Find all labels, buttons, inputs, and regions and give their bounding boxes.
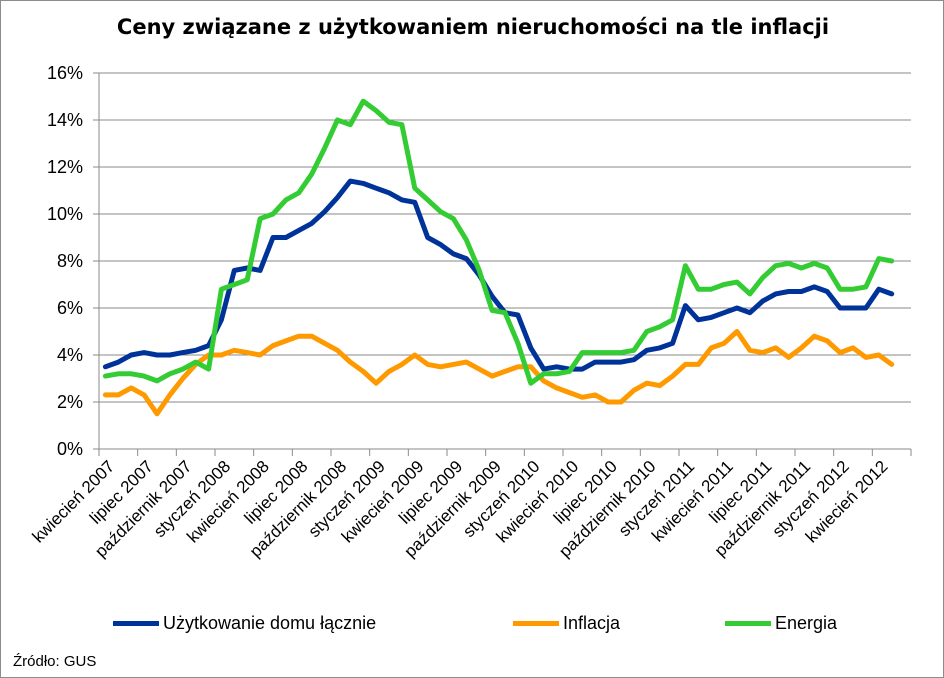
y-tick-label: 16% [47,63,83,83]
y-tick-label: 2% [57,392,83,412]
y-tick-label: 8% [57,251,83,271]
y-tick-label: 4% [57,345,83,365]
legend-swatch [113,621,159,626]
legend: Użytkowanie domu łącznie Inflacja Energia [1,613,943,637]
legend-label: Użytkowanie domu łącznie [163,613,377,633]
y-tick-label: 6% [57,298,83,318]
legend-label: Energia [775,613,838,633]
y-tick-label: 12% [47,157,83,177]
series-line-1 [102,178,895,372]
series-line-3 [102,98,895,386]
legend-label: Inflacja [563,613,621,633]
y-tick-label: 14% [47,110,83,130]
y-tick-label: 10% [47,204,83,224]
legend-item: Użytkowanie domu łącznie [113,613,376,634]
legend-swatch [513,621,559,626]
legend-item: Inflacja [513,613,620,634]
series-line-2 [102,329,895,417]
y-tick-label: 0% [57,439,83,459]
source-note: Źródło: GUS [13,653,97,670]
legend-item: Energia [725,613,837,634]
legend-swatch [725,621,771,626]
chart-title: Ceny związane z użytkowaniem nieruchomoś… [116,15,830,39]
